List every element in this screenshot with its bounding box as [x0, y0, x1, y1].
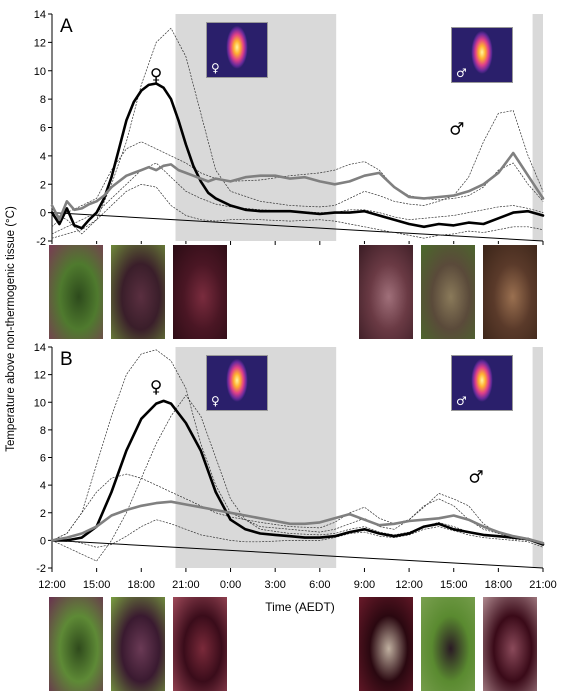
male-symbol: ♂ [456, 394, 467, 408]
series-line-individual-2 [51, 473, 544, 545]
y-axis-label: Temperature above non-thermogenic tissue… [5, 206, 17, 452]
spathe-interior-photo [172, 244, 228, 340]
x-tick-label: 6:00 [309, 579, 330, 591]
y-tick-label: 2 [40, 179, 46, 191]
spathe-opening-photo [110, 596, 166, 692]
y-tick-label: 10 [34, 66, 46, 78]
female-symbol: ♀ [211, 61, 220, 75]
series-line-individual-3 [51, 394, 544, 562]
night-shade-region [532, 347, 543, 568]
x-tick-label: 12:00 [395, 579, 423, 591]
y-tick-label: 6 [40, 453, 46, 465]
x-tick-label: 0:00 [220, 579, 241, 591]
series-line-individual-3 [51, 162, 544, 235]
y-tick-label: 12 [34, 37, 46, 49]
x-tick-label: 15:00 [83, 579, 111, 591]
female-symbol: ♀ [211, 394, 220, 408]
y-tick-label: 8 [40, 94, 46, 106]
male-symbol-annotation: ♂ [468, 467, 483, 487]
spadix-purple-photo [482, 596, 538, 692]
panel-label: A [60, 16, 73, 37]
male-symbol: ♂ [456, 66, 467, 80]
y-tick-label: 10 [34, 397, 46, 409]
chart-panel-b: -2 0 2 4 6 8 10 12 14 12:00 15:00 18:00 21:00 0:00 3:0… [34, 342, 557, 591]
series-line-female-mean [50, 399, 545, 546]
y-tick-label: 8 [40, 425, 46, 437]
y-tick-label: -2 [36, 563, 46, 575]
thermal-image-male-a: ♂ [451, 27, 513, 83]
series-line-individual-4 [51, 519, 544, 548]
y-tick-label: 14 [34, 9, 46, 21]
x-tick-label: 15:00 [440, 579, 468, 591]
spadix-closeup-photo [358, 244, 414, 340]
female-symbol-annotation: ♀ [150, 378, 162, 398]
spadix-interior-photo [172, 596, 228, 692]
x-tick-label: 3:00 [264, 579, 285, 591]
series-line-individual-1 [51, 27, 544, 235]
male-symbol-annotation: ♂ [449, 120, 464, 140]
y-tick-label: 14 [34, 342, 46, 354]
spathe-spotted-photo [358, 596, 414, 692]
y-tick-label: 4 [40, 480, 46, 492]
x-tick-label: 9:00 [354, 579, 375, 591]
wilted-spathe-photo [420, 244, 476, 340]
y-tick-label: 4 [40, 151, 46, 163]
night-shade-region [532, 14, 543, 241]
y-tick-label: 12 [34, 370, 46, 382]
x-tick-label: 18:00 [485, 579, 513, 591]
thermal-image-female-b: ♀ [206, 355, 268, 411]
series-line-male-mean [50, 151, 545, 221]
series-line-male-mean [50, 500, 545, 545]
x-axis-line [51, 539, 544, 569]
x-tick-label: 21:00 [529, 579, 557, 591]
x-tick-label: 18:00 [128, 579, 156, 591]
female-symbol-annotation: ♀ [150, 66, 162, 86]
series-line-individual-2 [51, 141, 544, 228]
y-tick-label: 0 [40, 535, 46, 547]
spathe-opening-photo [110, 244, 166, 340]
plant-bud-photo [48, 244, 104, 340]
thermal-image-male-b: ♂ [451, 355, 513, 411]
x-tick-label: 12:00 [38, 579, 66, 591]
plant-bud-photo [48, 596, 104, 692]
y-tick-label: 0 [40, 208, 46, 220]
x-tick-label: 21:00 [172, 579, 200, 591]
panel-label: B [60, 349, 73, 370]
series-line-individual-4 [51, 183, 544, 239]
spathe-brown-photo [482, 244, 538, 340]
series-line-individual-1 [51, 349, 544, 545]
x-axis-line [51, 212, 544, 242]
y-tick-label: -2 [36, 236, 46, 248]
y-tick-label: 6 [40, 123, 46, 135]
plant-open-photo [420, 596, 476, 692]
y-tick-label: 2 [40, 508, 46, 520]
x-axis-title: Time (AEDT) [265, 600, 335, 614]
thermal-image-female-a: ♀ [206, 22, 268, 78]
